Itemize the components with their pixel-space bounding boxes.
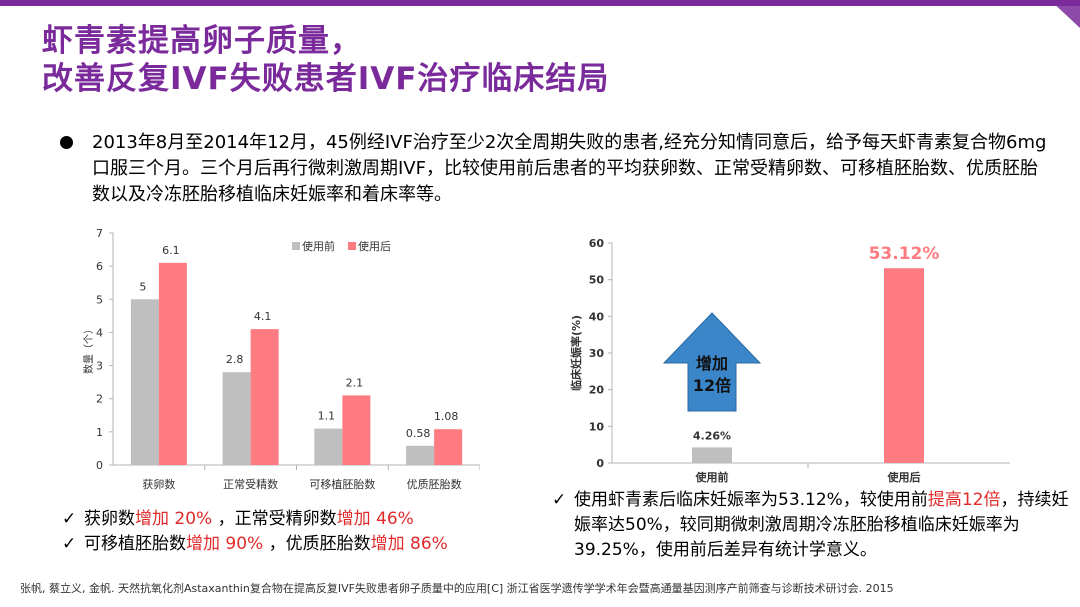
title-line-1: 虾青素提高卵子质量， <box>42 23 362 59</box>
bar-value-label: 1.08 <box>434 410 459 423</box>
finding-highlight: 提高12倍 <box>927 490 1001 510</box>
x-category-label: 使用后 <box>887 470 921 484</box>
check-icon: ✓ <box>552 490 567 510</box>
check-icon: ✓ <box>62 534 77 554</box>
y-tick-label: 0 <box>96 459 103 472</box>
legend-label-after: 使用后 <box>358 240 391 253</box>
pregnancy-rate-finding: ✓ 使用虾青素后临床妊娠率为53.12%，较使用前提高12倍，持续妊娠率达50%… <box>552 488 1072 563</box>
corner-decoration <box>1050 0 1080 28</box>
bar-value-label: 2.8 <box>226 353 244 366</box>
y-tick-label: 6 <box>96 260 103 273</box>
bar-after <box>884 268 924 463</box>
finding-item: ✓ 使用虾青素后临床妊娠率为53.12%，较使用前提高12倍，持续妊娠率达50%… <box>552 488 1072 563</box>
bar-before <box>222 372 251 465</box>
bar-value-label: 6.1 <box>162 244 180 257</box>
bar-before <box>130 299 159 465</box>
finding-item: ✓ 可移植胚胎数增加 90% ，优质胚胎数增加 86% <box>62 532 448 557</box>
finding-text-part: 获卵数 <box>84 509 135 529</box>
bar-after <box>434 429 463 465</box>
x-category-label: 优质胚胎数 <box>407 477 462 491</box>
bar-value-label: 0.58 <box>406 427 431 440</box>
bar-value-label: 5 <box>139 280 146 293</box>
page-title: 虾青素提高卵子质量， 改善反复IVF失败患者IVF治疗临床结局 <box>42 22 609 98</box>
count-increase-findings: ✓ 获卵数增加 20% ，正常受精卵数增加 46% ✓ 可移植胚胎数增加 90%… <box>62 507 448 557</box>
bar-value-label: 4.26% <box>693 429 731 442</box>
increase-arrow: 增加 12倍 <box>662 312 762 412</box>
legend-swatch-after <box>348 242 356 250</box>
bar-value-label: 1.1 <box>318 410 336 423</box>
legend-label-before: 使用前 <box>302 239 335 253</box>
y-tick-label: 2 <box>96 393 103 406</box>
finding-text-part: ，持续妊娠率达50%，较同期微刺激周期冷冻胚胎移植临床妊娠率为39.25%，使用… <box>574 490 1069 560</box>
finding-highlight: 增加 46% <box>336 509 414 529</box>
finding-text-part: 可移植胚胎数 <box>84 534 186 554</box>
y-axis-label: 数量（个） <box>82 324 95 374</box>
legend-swatch-before <box>292 242 300 250</box>
finding-text: 获卵数增加 20% ，正常受精卵数增加 46% <box>84 507 414 532</box>
bullet-dot <box>60 136 73 149</box>
y-tick-label: 5 <box>96 293 103 306</box>
finding-highlight: 增加 90% <box>186 534 264 554</box>
y-tick-label: 50 <box>589 274 605 287</box>
finding-text: 使用虾青素后临床妊娠率为53.12%，较使用前提高12倍，持续妊娠率达50%，较… <box>574 488 1072 563</box>
y-tick-label: 30 <box>589 347 605 360</box>
pregnancy-rate-chart: 临床妊娠率(%) 0 10 20 30 40 50 60 4.26% 使用前 53.12% 使用后… <box>570 237 1010 484</box>
y-tick-label: 20 <box>589 384 605 397</box>
bar-after <box>158 262 187 465</box>
x-category-label: 使用前 <box>695 470 729 484</box>
finding-item: ✓ 获卵数增加 20% ，正常受精卵数增加 46% <box>62 507 448 532</box>
y-axis-label: 临床妊娠率(%) <box>570 315 583 391</box>
x-category-label: 正常受精数 <box>223 478 278 491</box>
bar-value-label: 2.1 <box>346 376 364 389</box>
y-tick-label: 40 <box>589 310 605 323</box>
bar-after <box>342 395 371 465</box>
finding-text-part: ，正常受精卵数 <box>212 509 337 529</box>
bar-before <box>692 447 732 463</box>
bar-before <box>314 428 343 465</box>
y-tick-label: 4 <box>96 326 103 339</box>
bar-value-label: 4.1 <box>254 310 272 323</box>
finding-text: 可移植胚胎数增加 90% ，优质胚胎数增加 86% <box>84 532 448 557</box>
y-tick-label: 3 <box>96 360 103 373</box>
chart-legend: 使用前 使用后 <box>292 239 391 253</box>
citation: 张帆, 蔡立义, 金帆. 天然抗氧化剂Astaxanthin复合物在提高反复IV… <box>20 582 894 595</box>
y-tick-label: 7 <box>96 227 103 240</box>
x-category-label: 获卵数 <box>142 478 175 491</box>
y-tick-label: 60 <box>589 237 605 250</box>
finding-highlight: 增加 86% <box>370 534 448 554</box>
y-tick-label: 0 <box>596 457 604 470</box>
x-category-label: 可移植胚胎数 <box>309 477 375 491</box>
study-summary-text: 2013年8月至2014年12月，45例经IVF治疗至少2次全周期失败的患者,经… <box>92 132 1047 205</box>
study-summary-bullet: 2013年8月至2014年12月，45例经IVF治疗至少2次全周期失败的患者,经… <box>60 130 1052 208</box>
finding-highlight: 增加 20% <box>135 509 213 529</box>
arrow-label-line-2: 12倍 <box>693 376 731 395</box>
finding-text-part: 使用虾青素后临床妊娠率为53.12%，较使用前 <box>574 490 928 510</box>
y-tick-label: 1 <box>96 426 103 439</box>
bar-before <box>406 445 435 465</box>
egg-embryo-count-chart: 数量（个） 0 1 2 3 4 5 6 7 5 6.1 获卵数 2.8 4.1 正常受精数 1.1 2.1 可… <box>82 227 480 491</box>
arrow-label-line-1: 增加 <box>696 354 728 373</box>
finding-text-part: ，优质胚胎数 <box>263 534 371 554</box>
top-accent-bar <box>0 0 1080 6</box>
bar-after <box>250 329 279 465</box>
check-icon: ✓ <box>62 509 77 529</box>
title-line-2: 改善反复IVF失败患者IVF治疗临床结局 <box>42 61 610 97</box>
y-tick-label: 10 <box>589 420 605 433</box>
bar-value-label: 53.12% <box>869 244 940 264</box>
